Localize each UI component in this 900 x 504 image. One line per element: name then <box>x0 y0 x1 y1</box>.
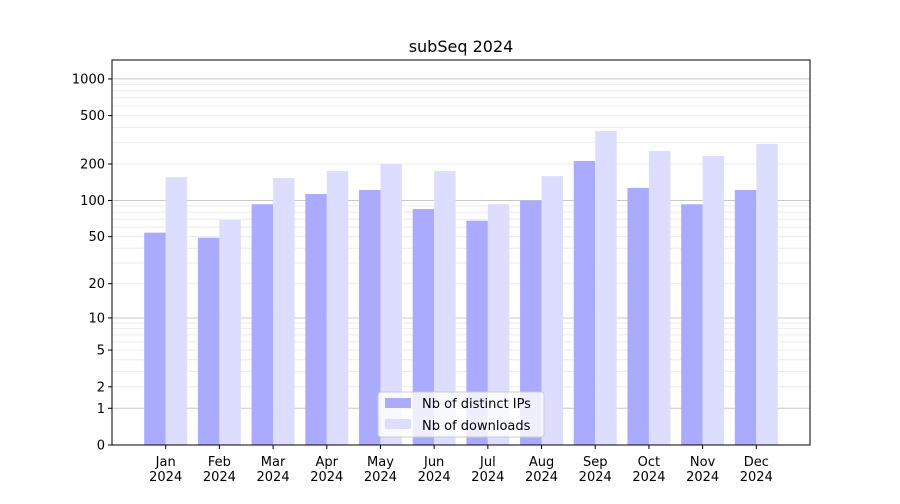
legend-label-ips: Nb of distinct IPs <box>422 397 531 412</box>
bar-downloads <box>756 144 778 446</box>
x-tick-label: Sep 2024 <box>579 455 612 485</box>
bar-ips <box>734 190 757 445</box>
y-tick-label: 1 <box>97 402 105 417</box>
bar-ips <box>627 187 649 445</box>
bar-downloads <box>326 171 349 445</box>
x-tick-label: Jun 2024 <box>418 455 451 485</box>
bar-downloads <box>595 130 617 445</box>
x-tick-label: Dec 2024 <box>740 455 773 485</box>
bars <box>144 130 778 446</box>
y-tick-label: 500 <box>80 109 105 124</box>
bar-ips <box>520 200 542 445</box>
x-tick-label: Jul 2024 <box>471 455 504 485</box>
y-tick-label: 1000 <box>72 72 105 87</box>
y-tick-label: 10 <box>88 311 105 326</box>
bar-downloads <box>165 177 188 445</box>
y-tick-label: 200 <box>80 158 105 173</box>
x-tick-label: Apr 2024 <box>310 455 343 485</box>
y-tick-label: 50 <box>88 230 105 245</box>
y-axis: 0 1 2 5 10 20 50 100 200 500 1000 <box>72 72 112 454</box>
plot-frame <box>111 59 811 446</box>
bar-ips <box>251 204 274 445</box>
bar-ips <box>466 220 488 445</box>
chart-title: subSeq 2024 <box>409 37 514 56</box>
y-tick-label: 100 <box>80 194 105 209</box>
y-tick-label: 2 <box>97 380 105 395</box>
bar-ips <box>197 237 220 445</box>
legend-swatch-downloads <box>385 419 411 429</box>
bar-downloads <box>273 178 295 445</box>
y-tick-label: 20 <box>88 277 105 292</box>
x-axis: Jan 2024 Feb 2024 Mar 2024 Apr 2024 May 2024 Jun 20… <box>149 445 773 485</box>
legend-swatch-ips <box>385 398 411 408</box>
bar-downloads <box>434 171 456 445</box>
legend: Nb of distinct IPs Nb of downloads <box>377 391 545 438</box>
x-tick-label: Mar 2024 <box>257 455 290 485</box>
bar-ips <box>573 160 596 445</box>
bar-downloads <box>219 219 241 445</box>
legend-label-downloads: Nb of downloads <box>422 419 531 434</box>
bar-ips <box>305 194 327 445</box>
x-tick-label: Feb 2024 <box>203 455 236 485</box>
bar-downloads <box>541 176 564 446</box>
x-tick-label: Nov 2024 <box>686 455 719 485</box>
y-tick-label: 0 <box>97 439 105 454</box>
bar-ips <box>144 232 166 445</box>
bar-downloads <box>648 150 671 446</box>
y-tick-label: 5 <box>97 344 105 359</box>
bar-downloads <box>380 164 402 445</box>
bar-downloads <box>702 155 725 445</box>
bar-ips <box>681 204 703 445</box>
x-tick-label: Aug 2024 <box>525 455 558 485</box>
x-tick-label: Oct 2024 <box>632 455 665 485</box>
bar-ips <box>412 208 435 445</box>
x-tick-label: Jan 2024 <box>149 455 182 485</box>
bar-ips <box>358 190 381 445</box>
x-tick-label: May 2024 <box>364 455 397 485</box>
bar-downloads <box>487 204 510 445</box>
